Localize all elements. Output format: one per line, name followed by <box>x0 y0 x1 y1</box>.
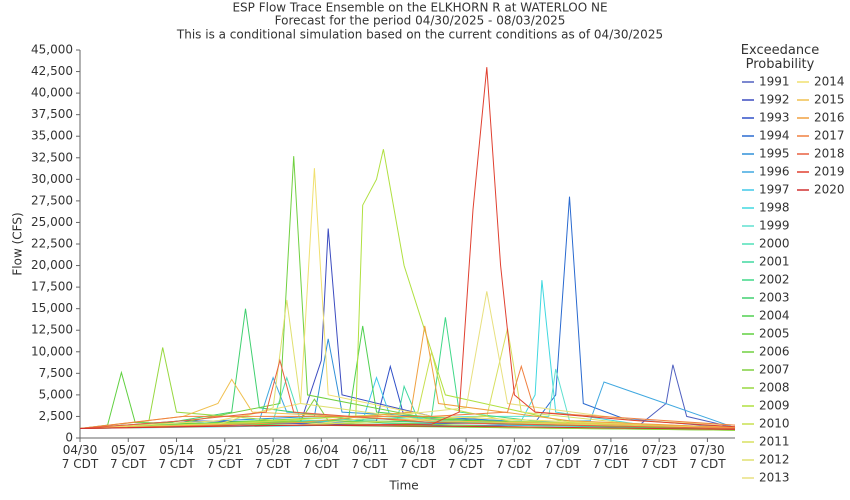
legend-label: 1998 <box>759 201 790 215</box>
legend-label: 2012 <box>759 453 790 467</box>
legend-label: 1993 <box>759 111 790 125</box>
y-tick-label: 20,000 <box>31 258 73 272</box>
legend-label: 1995 <box>759 147 790 161</box>
legend-title: Exceedance Probability <box>740 43 820 72</box>
y-tick-label: 37,500 <box>31 107 73 121</box>
flow-trace <box>79 325 736 429</box>
x-tick-label: 07/02 7 CDT <box>496 443 533 471</box>
legend-label: 2018 <box>814 147 845 161</box>
flow-trace <box>79 291 736 429</box>
legend-label: 2014 <box>814 75 845 89</box>
x-tick-label: 06/11 7 CDT <box>351 443 388 471</box>
flow-trace <box>79 338 736 430</box>
y-tick-label: 30,000 <box>31 172 73 186</box>
x-tick-label: 07/09 7 CDT <box>544 443 581 471</box>
y-tick-label: 12,500 <box>31 323 73 337</box>
legend-label: 1997 <box>759 183 790 197</box>
legend-label: 2006 <box>759 345 790 359</box>
y-tick-label: 22,500 <box>31 237 73 251</box>
x-tick-label: 05/28 7 CDT <box>254 443 292 471</box>
x-tick-label: 07/30 7 CDT <box>689 443 726 471</box>
x-tick-label: 05/21 7 CDT <box>206 443 243 471</box>
flow-trace <box>79 351 736 429</box>
legend-label: 2000 <box>759 237 790 251</box>
y-tick-label: 17,500 <box>31 280 73 294</box>
y-tick-label: 27,500 <box>31 193 73 207</box>
y-axis-label: Flow (CFS) <box>11 212 25 275</box>
x-tick-label: 07/16 7 CDT <box>592 443 630 471</box>
legend-label: 2004 <box>759 309 790 323</box>
flow-trace <box>79 358 736 429</box>
y-tick-label: 42,500 <box>31 64 73 78</box>
legend-label: 2015 <box>814 93 845 107</box>
chart-subtitle: Forecast for the period 04/30/2025 - 08/… <box>275 14 566 28</box>
x-axis-label: Time <box>388 479 418 493</box>
y-tick-label: 25,000 <box>31 215 73 229</box>
y-tick-label: 5,000 <box>39 387 73 401</box>
y-tick-label: 2,500 <box>39 409 73 423</box>
legend-label: 2005 <box>759 327 790 341</box>
legend-label: 2020 <box>814 183 845 197</box>
legend-label: 2009 <box>759 399 790 413</box>
flow-trace <box>79 228 736 430</box>
flow-trace <box>79 424 736 430</box>
legend-label: 2001 <box>759 255 790 269</box>
flow-trace <box>79 149 736 429</box>
legend-label: 2013 <box>759 471 790 485</box>
legend-label: 2016 <box>814 111 845 125</box>
y-tick-label: 45,000 <box>31 43 73 57</box>
flow-trace <box>79 168 736 429</box>
chart-title: ESP Flow Trace Ensemble on the ELKHORN R… <box>232 1 607 15</box>
legend-label: 2002 <box>759 273 790 287</box>
legend-label: 2017 <box>814 129 845 143</box>
legend-label: 2010 <box>759 417 790 431</box>
x-tick-label: 06/18 7 CDT <box>399 443 437 471</box>
y-tick-label: 15,000 <box>31 301 73 315</box>
x-tick-label: 05/07 7 CDT <box>110 443 147 471</box>
legend-label: 2008 <box>759 381 790 395</box>
legend-label: 1996 <box>759 165 790 179</box>
x-tick-label: 06/25 7 CDT <box>447 443 485 471</box>
legend-label: 2003 <box>759 291 790 305</box>
legend-label: 1994 <box>759 129 790 143</box>
y-tick-label: 10,000 <box>31 344 73 358</box>
legend-label: 1999 <box>759 219 790 233</box>
y-tick-label: 35,000 <box>31 129 73 143</box>
y-tick-label: 32,500 <box>31 150 73 164</box>
x-tick-label: 04/30 7 CDT <box>61 443 99 471</box>
y-tick-label: 0 <box>65 431 73 445</box>
y-tick-label: 7,500 <box>39 366 73 380</box>
legend-label: 2007 <box>759 363 790 377</box>
legend-label: 2011 <box>759 435 790 449</box>
x-tick-label: 05/14 7 CDT <box>158 443 195 471</box>
flow-trace <box>79 280 736 429</box>
flow-trace <box>79 156 736 430</box>
flow-trace <box>79 299 736 429</box>
legend-label: 2019 <box>814 165 845 179</box>
y-tick-label: 40,000 <box>31 86 73 100</box>
flow-trace <box>79 67 736 429</box>
x-tick-label: 07/23 7 CDT <box>640 443 678 471</box>
x-tick-label: 06/04 7 CDT <box>303 443 340 471</box>
legend-label: 1992 <box>759 93 790 107</box>
chart-note: This is a conditional simulation based o… <box>176 28 663 42</box>
legend-label: 1991 <box>759 75 790 89</box>
